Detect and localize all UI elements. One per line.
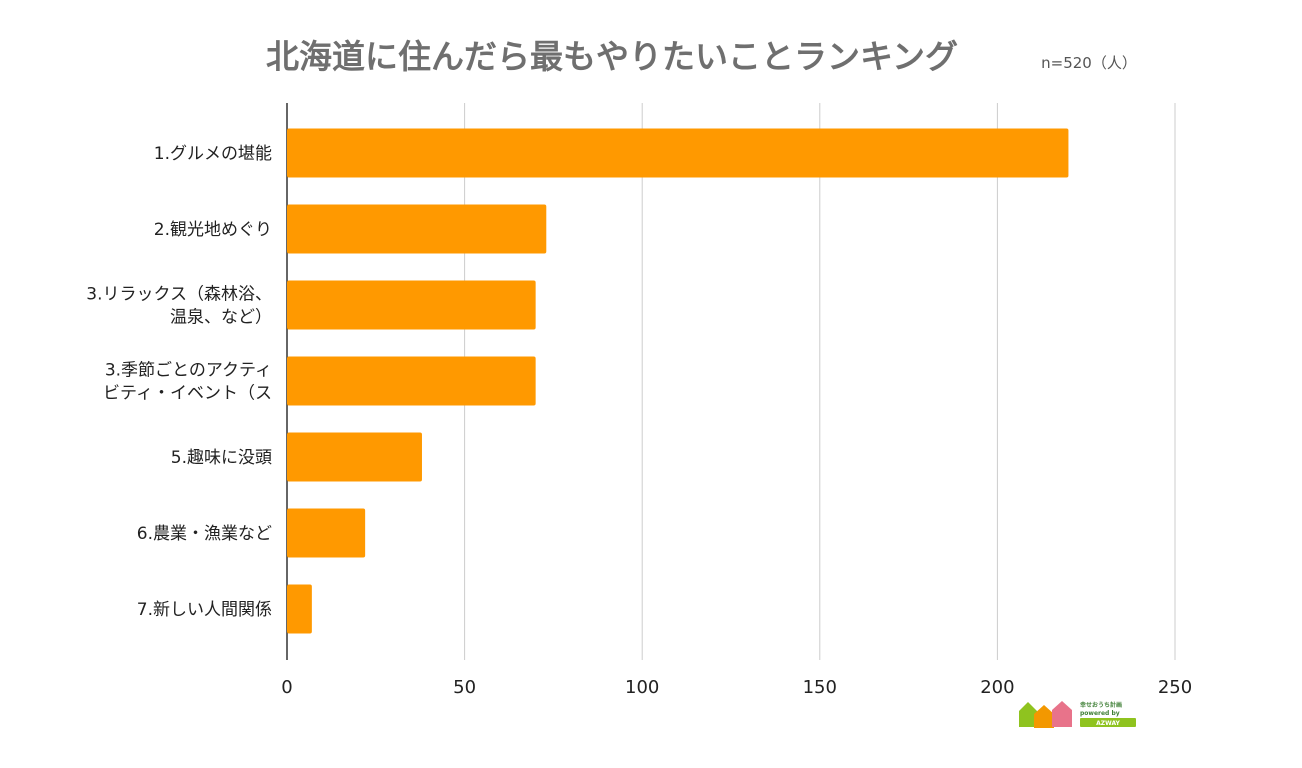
category-label-line: 1.グルメの堪能 <box>154 144 272 164</box>
category-label-3: 3.リラックス（森林浴、温泉、など） <box>86 285 272 328</box>
sample-size-note: n=520（人） <box>1041 54 1137 72</box>
category-label-7: 7.新しい人間関係 <box>137 600 272 620</box>
category-label-2: 2.観光地めぐり <box>154 220 272 240</box>
bar-4 <box>287 356 536 406</box>
logo-line1: 幸せおうち計画 <box>1080 701 1122 709</box>
category-label-4: 3.季節ごとのアクティビティ・イベント（ス <box>103 361 272 404</box>
x-tick-250: 250 <box>1158 677 1192 698</box>
category-label-line: ビティ・イベント（ス <box>103 384 272 404</box>
x-axis-ticks: 0 50 100 150 200 250 <box>281 677 1192 698</box>
bar-2 <box>287 204 547 254</box>
x-tick-200: 200 <box>980 677 1014 698</box>
logo-house-pink <box>1052 701 1072 727</box>
category-label-line: 5.趣味に没頭 <box>171 448 272 468</box>
category-label-line: 7.新しい人間関係 <box>137 600 272 620</box>
x-tick-100: 100 <box>625 677 659 698</box>
category-label-line: 3.リラックス（森林浴、 <box>86 285 272 305</box>
category-label-line: 温泉、など） <box>170 308 272 328</box>
logo-tag-bg <box>1080 718 1136 727</box>
category-label-6: 6.農業・漁業など <box>137 524 272 544</box>
bar-3 <box>287 280 536 330</box>
x-tick-0: 0 <box>281 677 292 698</box>
bar-5 <box>287 432 422 482</box>
category-label-line: 2.観光地めぐり <box>154 220 272 240</box>
chart-title: 北海道に住んだら最もやりたいことランキング <box>266 37 958 76</box>
logo-line2: powered by <box>1080 710 1120 717</box>
category-label-line: 6.農業・漁業など <box>137 524 272 544</box>
bar-1 <box>287 128 1069 178</box>
category-label-line: 3.季節ごとのアクティ <box>105 361 272 381</box>
category-labels: 1.グルメの堪能 2.観光地めぐり 3.リラックス（森林浴、温泉、など） 3.季節ごと… <box>86 144 272 620</box>
x-tick-50: 50 <box>453 677 476 698</box>
category-label-1: 1.グルメの堪能 <box>154 144 272 164</box>
logo-house-orange <box>1034 705 1054 728</box>
x-tick-150: 150 <box>803 677 837 698</box>
bar-6 <box>287 508 366 558</box>
logo-line3: AZWAY <box>1096 720 1120 727</box>
logo-house-green <box>1019 702 1037 727</box>
bar-7 <box>287 584 312 634</box>
bars <box>287 128 1069 634</box>
category-label-5: 5.趣味に没頭 <box>171 448 272 468</box>
azway-logo: 幸せおうち計画 powered by AZWAY <box>1019 701 1136 728</box>
